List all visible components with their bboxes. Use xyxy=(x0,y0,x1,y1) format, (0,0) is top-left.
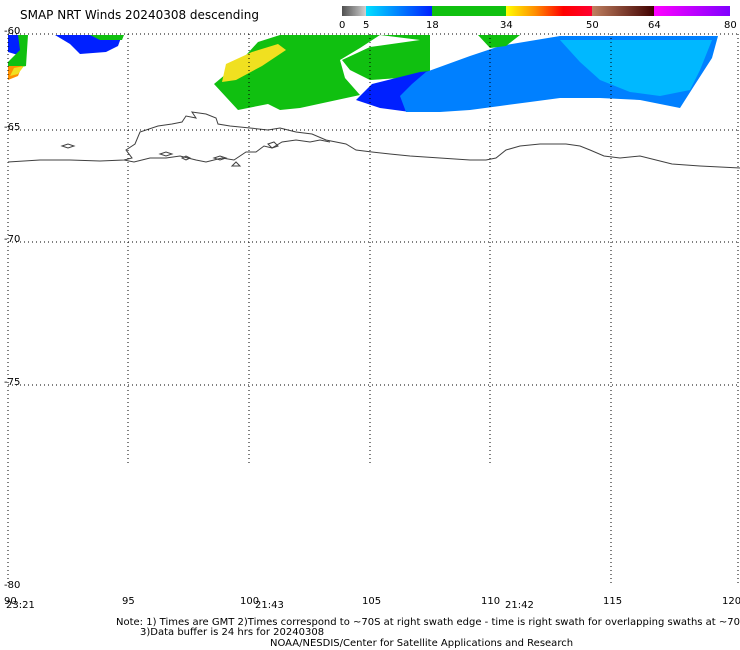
swath-light-blue-right xyxy=(560,40,712,96)
note-line-2: 3)Data buffer is 24 hrs for 20240308 xyxy=(140,627,325,638)
wind-swaths xyxy=(8,35,718,112)
lon-label-115: 115 xyxy=(603,596,623,607)
lat-label-75: -75 xyxy=(4,377,21,388)
colorbar-label: 50 xyxy=(586,20,599,31)
swath-green-top-left xyxy=(90,35,124,40)
map-title: SMAP NRT Winds 20240308 descending xyxy=(20,8,259,22)
colorbar-segment xyxy=(366,6,432,16)
colorbar-segment xyxy=(432,6,506,16)
lon-label-110: 110 xyxy=(481,596,501,607)
swath-green-left xyxy=(8,35,28,70)
note-line-1: Note: 1) Times are GMT 2)Times correspon… xyxy=(116,617,740,628)
colorbar-label: 18 xyxy=(426,20,439,31)
lon-label-90: 90 xyxy=(4,596,17,607)
lon-label-100: 100 xyxy=(240,596,260,607)
colorbar-label: 0 xyxy=(339,20,346,31)
colorbar-segment xyxy=(342,6,366,16)
lat-label-60: -60 xyxy=(4,26,21,37)
swath-yellow-center xyxy=(222,44,286,82)
lon-label-120: 120 xyxy=(722,596,740,607)
coastline xyxy=(7,111,740,169)
swath-time-2: 21:43 xyxy=(255,600,284,611)
colorbar-label: 80 xyxy=(724,20,737,31)
lat-label-65: -65 xyxy=(4,122,21,133)
colorbar-label: 34 xyxy=(500,20,513,31)
colorbar-labels: 0 5 18 34 50 64 80 xyxy=(336,20,737,34)
colorbar-label: 5 xyxy=(363,20,370,31)
swath-time-1: 23:21 xyxy=(6,600,35,611)
colorbar-label: 64 xyxy=(648,20,661,31)
lat-label-70: -70 xyxy=(4,234,21,245)
lon-label-95: 95 xyxy=(122,596,135,607)
swath-time-3: 21:42 xyxy=(505,600,534,611)
colorbar xyxy=(342,6,730,16)
note-line-3: NOAA/NESDIS/Center for Satellite Applica… xyxy=(270,638,574,649)
colorbar-segment xyxy=(592,6,654,16)
lon-label-105: 105 xyxy=(362,596,382,607)
lat-label-80: -80 xyxy=(4,580,21,591)
graticule xyxy=(7,33,740,586)
colorbar-segment xyxy=(654,6,730,16)
swath-yellow-left xyxy=(10,66,24,76)
colorbar-segment xyxy=(506,6,592,16)
swath-green-right xyxy=(478,35,520,48)
